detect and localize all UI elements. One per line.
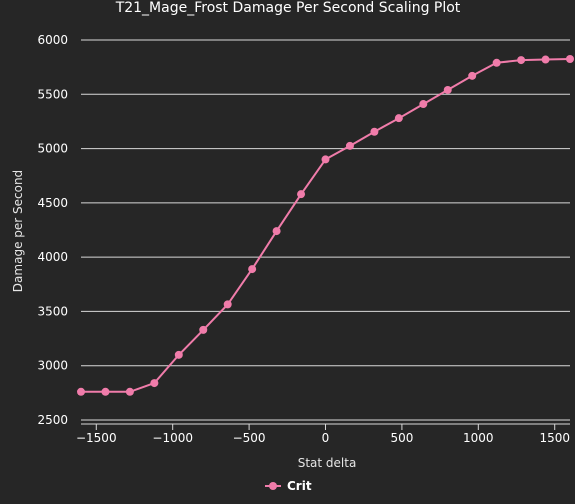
y-tick-label: 5500 — [37, 87, 68, 101]
data-point[interactable] — [443, 85, 452, 94]
data-point[interactable] — [321, 155, 330, 164]
data-point[interactable] — [370, 127, 379, 136]
y-tick-label: 4500 — [37, 196, 68, 210]
legend-marker — [269, 482, 277, 490]
data-point[interactable] — [272, 227, 281, 236]
x-tick-label: 1000 — [463, 431, 494, 445]
chart-title: T21_Mage_Frost Damage Per Second Scaling… — [115, 0, 461, 16]
data-point[interactable] — [77, 387, 85, 396]
y-tick-label: 3500 — [37, 304, 68, 318]
x-tick-label: −1000 — [152, 431, 193, 445]
y-axis-ticks: 2500 3000 3500 4000 4500 5000 5500 6000 — [37, 33, 68, 427]
x-tick-label: −1500 — [76, 431, 117, 445]
data-point[interactable] — [419, 100, 428, 109]
data-point[interactable] — [517, 56, 526, 65]
legend-label[interactable]: Crit — [287, 479, 312, 493]
y-tick-label: 4000 — [37, 250, 68, 264]
data-point[interactable] — [297, 190, 306, 199]
data-point[interactable] — [101, 387, 110, 396]
data-point[interactable] — [541, 55, 550, 64]
data-point[interactable] — [394, 114, 403, 123]
y-tick-label: 2500 — [37, 413, 68, 427]
grid-lines — [81, 39, 570, 421]
series-line — [81, 58, 571, 393]
legend[interactable]: Crit — [265, 479, 312, 493]
x-axis: −1500 −1000 −500 0 500 1000 1500 — [76, 423, 570, 445]
x-tick-label: 0 — [322, 431, 330, 445]
x-tick-label: 1500 — [539, 431, 570, 445]
data-point[interactable] — [468, 71, 477, 80]
data-point[interactable] — [199, 325, 208, 334]
data-point[interactable] — [248, 265, 257, 274]
data-point[interactable] — [566, 55, 574, 63]
data-point[interactable] — [174, 350, 183, 359]
data-point[interactable] — [345, 141, 354, 150]
x-axis-title: Stat delta — [298, 456, 357, 470]
series-layer — [77, 55, 574, 396]
y-tick-label: 3000 — [37, 359, 68, 373]
data-point[interactable] — [492, 58, 501, 67]
data-point[interactable] — [125, 387, 134, 396]
data-point[interactable] — [223, 300, 232, 309]
x-tick-label: 500 — [390, 431, 413, 445]
y-tick-label: 6000 — [37, 33, 68, 47]
data-point[interactable] — [150, 379, 159, 388]
y-tick-label: 5000 — [37, 142, 68, 156]
x-tick-label: −500 — [233, 431, 266, 445]
y-axis-title: Damage per Second — [11, 170, 25, 292]
